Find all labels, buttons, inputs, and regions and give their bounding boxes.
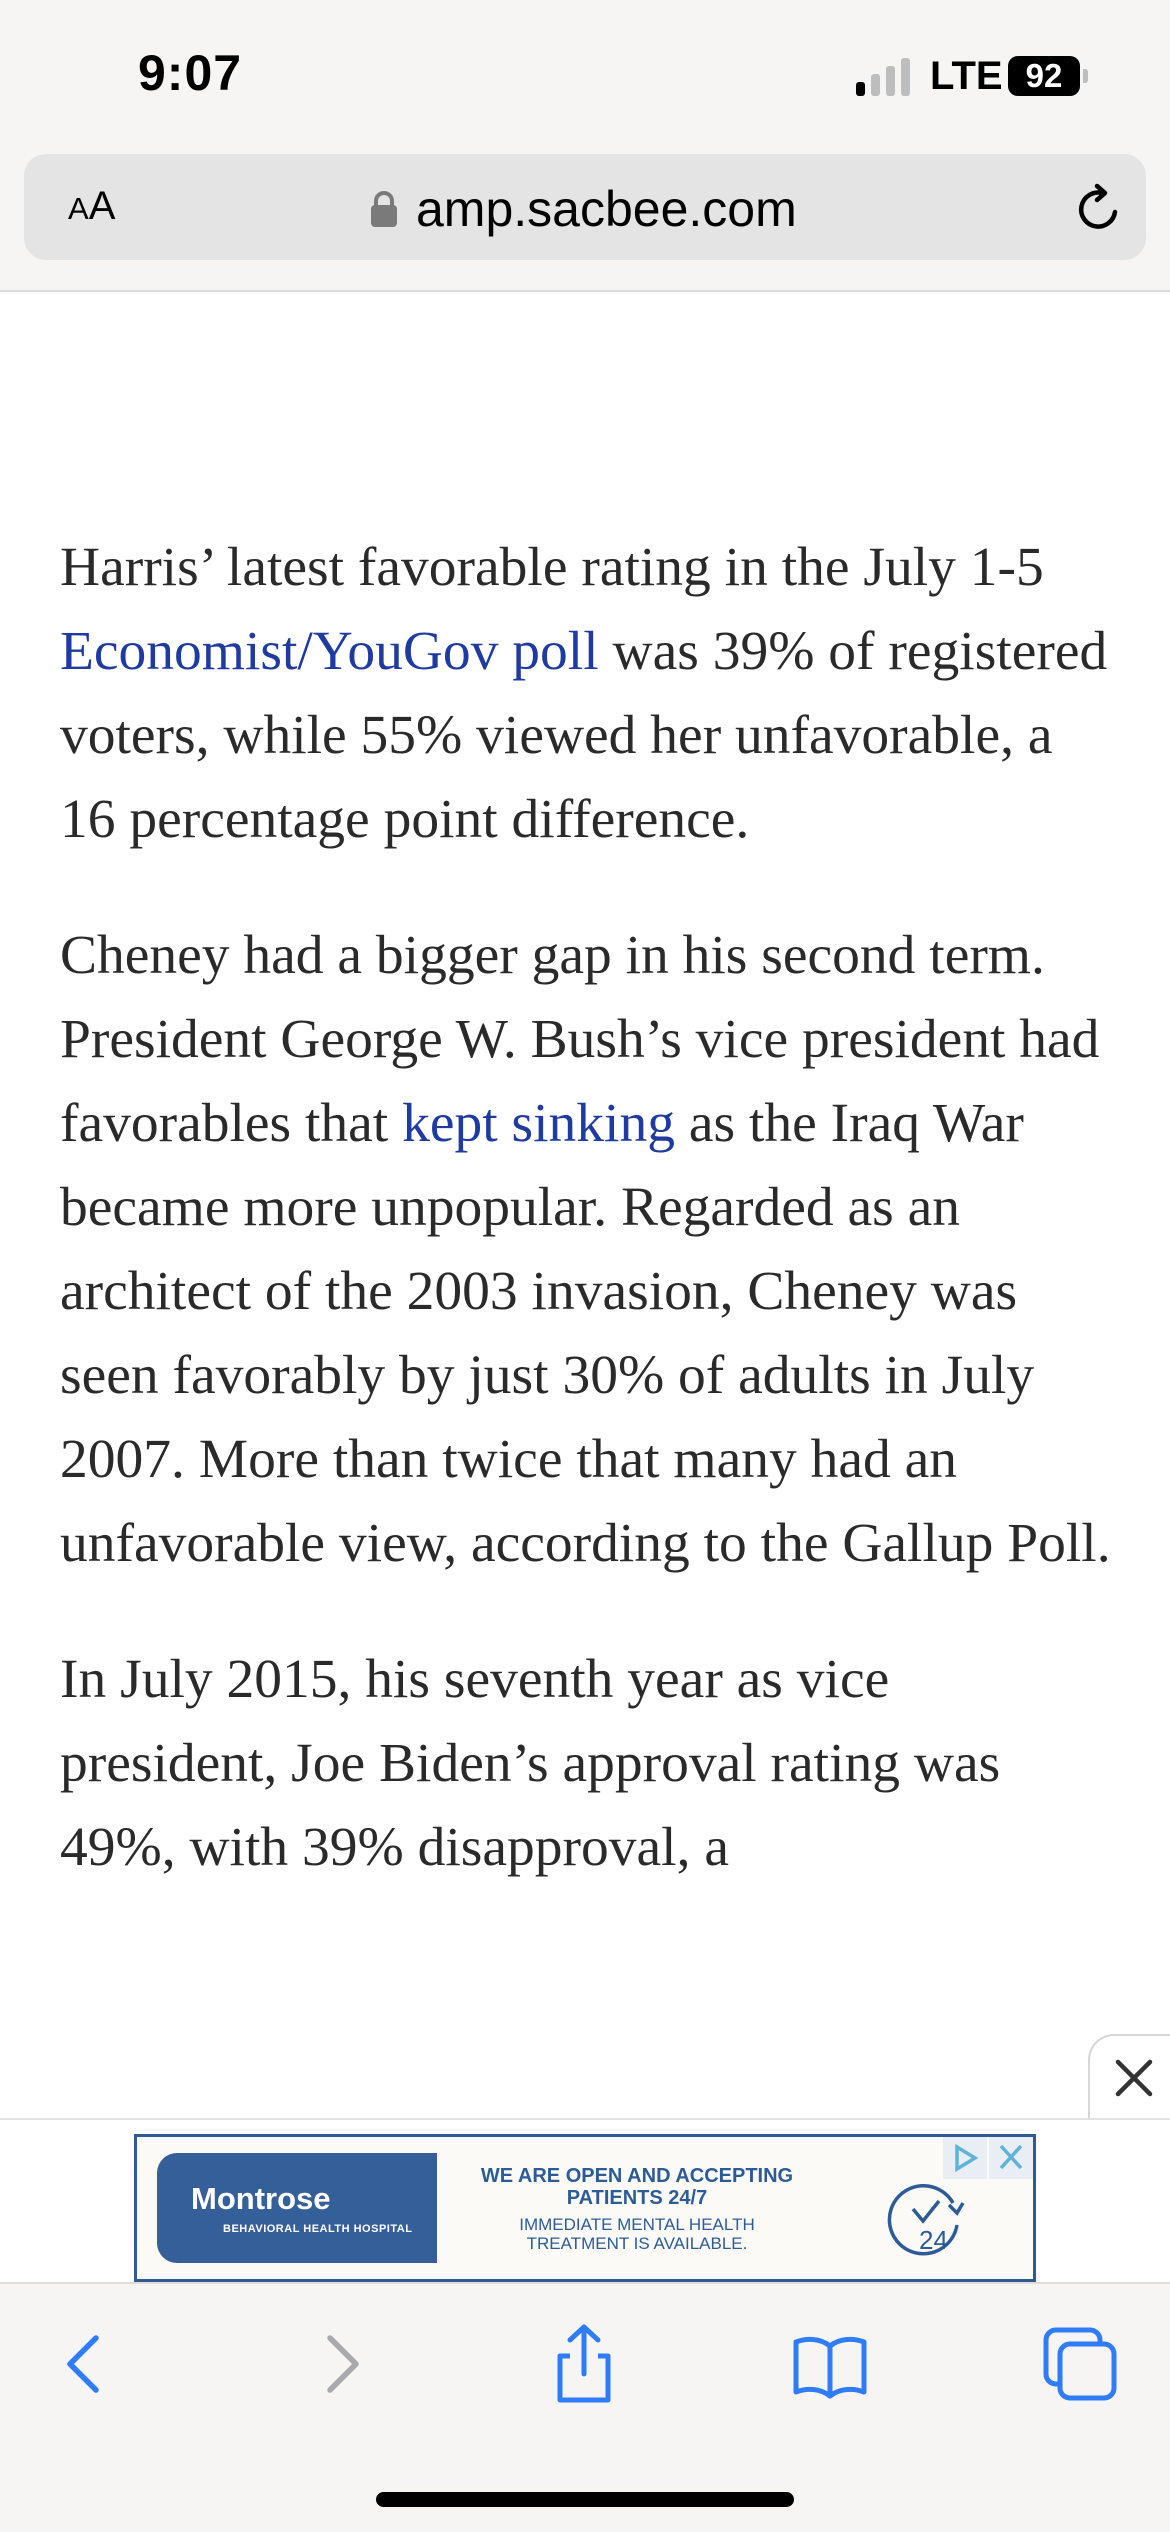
paragraph-text: Harris’ latest favorable rating in the J…	[60, 537, 1044, 598]
paragraph-text: as the Iraq War became more unpopular. R…	[60, 1093, 1111, 1574]
article-body: Harris’ latest favorable rating in the J…	[60, 526, 1120, 1942]
url-bar[interactable]: AA amp.sacbee.com	[24, 154, 1146, 260]
address-area: AA amp.sacbee.com	[0, 150, 1170, 292]
article-paragraph: In July 2015, his seventh year as vice p…	[60, 1638, 1120, 1890]
aa-large-letter: A	[88, 184, 116, 228]
article-paragraph: Harris’ latest favorable rating in the J…	[60, 526, 1120, 862]
network-type: LTE	[930, 54, 1003, 98]
kept-sinking-link[interactable]: kept sinking	[402, 1093, 675, 1154]
battery-icon: 92	[1008, 56, 1080, 96]
ad-logo-sub: BEHAVIORAL HEALTH HOSPITAL	[223, 2223, 413, 2235]
ad-logo-name: Montrose	[191, 2181, 331, 2216]
share-icon[interactable]	[544, 2324, 624, 2404]
reader-settings-button[interactable]: AA	[68, 184, 115, 229]
clock-icon: 24	[887, 2184, 965, 2256]
status-time: 9:07	[138, 45, 243, 101]
lock-icon	[371, 191, 397, 227]
url-text[interactable]: amp.sacbee.com	[416, 181, 797, 237]
battery-nub	[1083, 69, 1088, 83]
home-indicator[interactable]	[376, 2492, 794, 2507]
signal-strength-icon	[856, 58, 916, 96]
book-icon[interactable]	[790, 2324, 870, 2404]
paragraph-text: was 39% of registered voters, while 55% …	[60, 621, 1108, 850]
ad-headline: WE ARE OPEN AND ACCEPTING PATIENTS 24/7	[480, 2165, 794, 2209]
article-paragraph: Cheney had a bigger gap in his second te…	[60, 914, 1120, 1586]
aa-small-letter: A	[68, 191, 89, 226]
paragraph-text: Cheney had a bigger gap in his second te…	[60, 925, 1100, 1154]
tabs-icon[interactable]	[1040, 2324, 1120, 2404]
ad-choices[interactable]	[943, 2137, 1033, 2179]
browser-toolbar	[0, 2282, 1170, 2532]
chevron-left-icon[interactable]	[46, 2324, 126, 2404]
reload-icon[interactable]	[1072, 182, 1126, 236]
paragraph-text: In July 2015, his seventh year as vice p…	[60, 1649, 1001, 1878]
ad-logo: Montrose BEHAVIORAL HEALTH HOSPITAL	[157, 2153, 437, 2263]
ad-close-button[interactable]	[1088, 2034, 1170, 2120]
ad-strip: Montrose BEHAVIORAL HEALTH HOSPITAL WE A…	[0, 2118, 1170, 2282]
clock-label: 24	[919, 2225, 948, 2255]
chevron-right-icon[interactable]	[300, 2324, 380, 2404]
close-icon	[1115, 2059, 1153, 2097]
adchoices-icon	[943, 2137, 1033, 2179]
status-bar: 9:07 LTE 92	[0, 0, 1170, 150]
economist-yougov-poll-link[interactable]: Economist/YouGov poll	[60, 621, 599, 682]
ad-banner[interactable]: Montrose BEHAVIORAL HEALTH HOSPITAL WE A…	[134, 2134, 1036, 2282]
ad-subtext: IMMEDIATE MENTAL HEALTH TREATMENT IS AVA…	[519, 2215, 755, 2253]
